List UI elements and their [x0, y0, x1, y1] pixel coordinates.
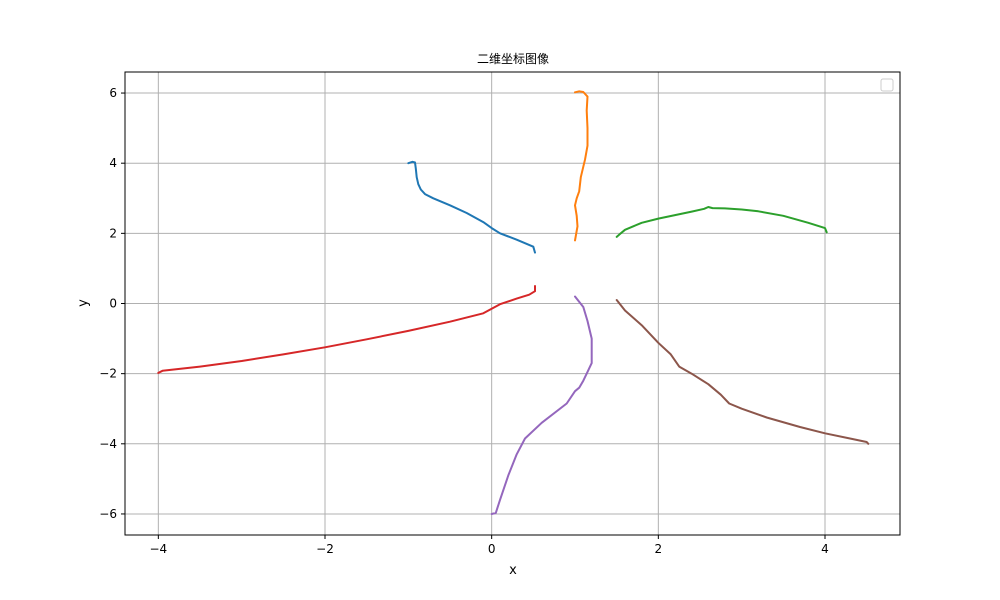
y-axis-ticks: −6 −4 −2 0 2 4 6	[99, 86, 125, 521]
series-line-1	[407, 160, 536, 254]
x-axis-ticks: −4 −2 0 2 4	[149, 535, 829, 556]
series-line-3	[615, 206, 828, 238]
series-lines	[157, 90, 870, 515]
series-line-6	[615, 299, 870, 445]
y-tick-label: 0	[109, 297, 117, 311]
grid	[125, 72, 900, 535]
x-tick-label: 4	[821, 542, 829, 556]
series-line-2	[574, 90, 589, 242]
y-tick-label: 6	[109, 86, 117, 100]
x-tick-label: 2	[655, 542, 663, 556]
series-line-5	[490, 295, 593, 515]
y-tick-label: 2	[109, 226, 117, 240]
legend-box	[880, 78, 894, 92]
y-tick-label: 4	[109, 156, 117, 170]
y-tick-label: −2	[99, 367, 117, 381]
y-tick-label: −6	[99, 507, 117, 521]
x-tick-label: −2	[316, 542, 334, 556]
x-tick-label: 0	[488, 542, 496, 556]
y-tick-label: −4	[99, 437, 117, 451]
chart-title: 二维坐标图像	[477, 52, 549, 66]
x-tick-label: −4	[149, 542, 167, 556]
y-axis-label: y	[76, 299, 91, 307]
x-axis-label: x	[509, 563, 517, 578]
series-line-4	[157, 285, 536, 374]
